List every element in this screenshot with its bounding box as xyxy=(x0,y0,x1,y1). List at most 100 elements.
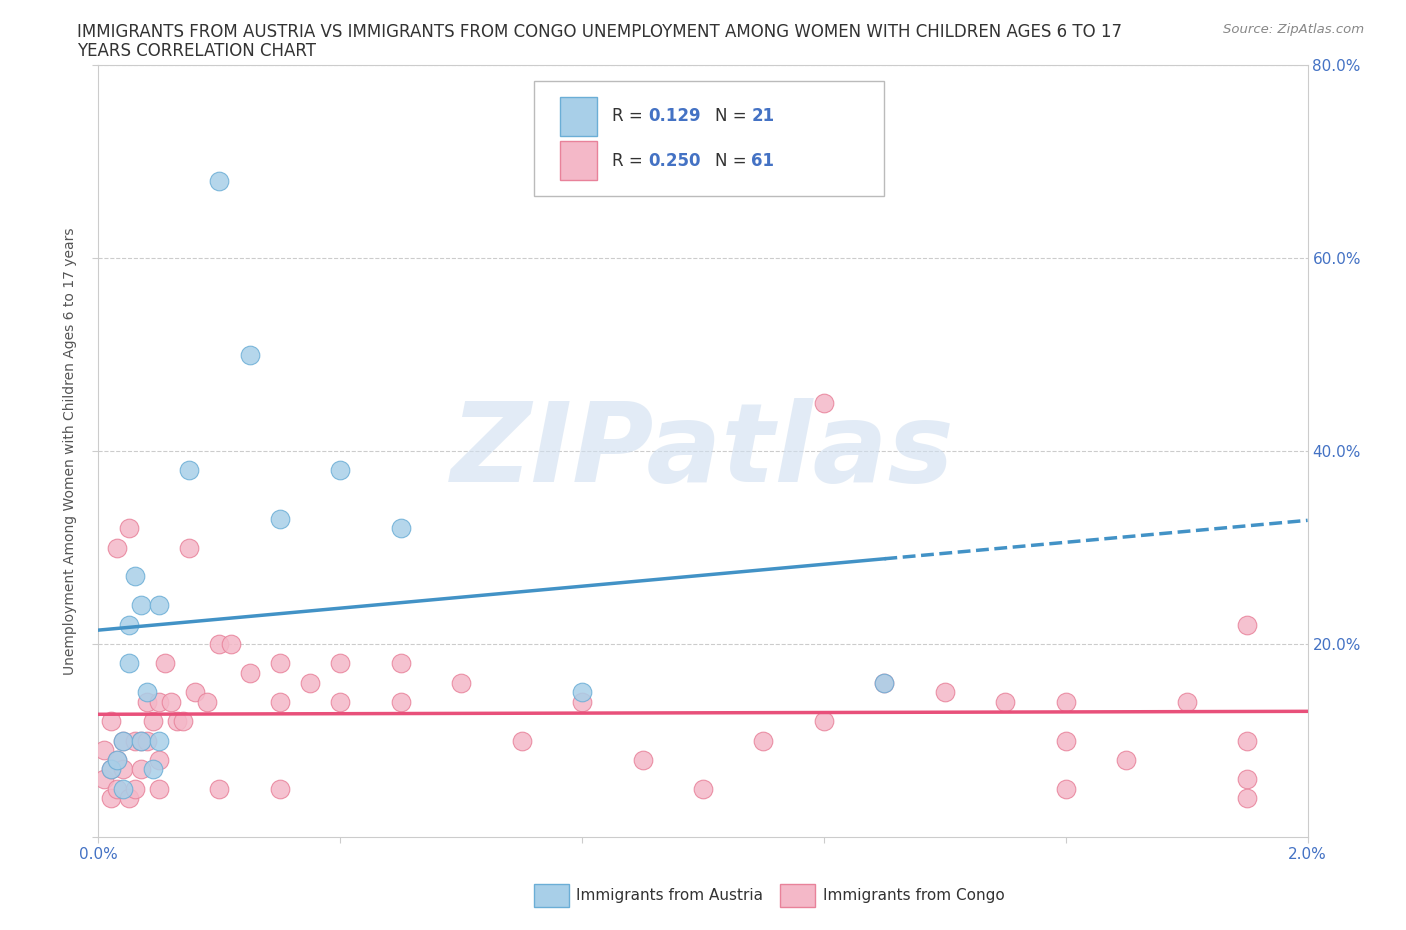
Point xyxy=(118,790,141,805)
Point xyxy=(1236,790,1258,805)
Point xyxy=(153,656,176,671)
Point xyxy=(166,714,188,729)
Point xyxy=(105,540,128,555)
Point xyxy=(813,714,835,729)
Point xyxy=(172,714,194,729)
Point xyxy=(510,733,533,748)
Point xyxy=(105,781,128,796)
Point xyxy=(148,598,170,613)
Point xyxy=(752,733,775,748)
Point xyxy=(184,684,207,699)
Text: N =: N = xyxy=(716,152,752,169)
Point xyxy=(93,772,115,787)
Text: IMMIGRANTS FROM AUSTRIA VS IMMIGRANTS FROM CONGO UNEMPLOYMENT AMONG WOMEN WITH C: IMMIGRANTS FROM AUSTRIA VS IMMIGRANTS FR… xyxy=(77,23,1122,41)
Point xyxy=(631,752,654,767)
Point xyxy=(1236,772,1258,787)
Point xyxy=(124,733,146,748)
Point xyxy=(692,781,714,796)
Point xyxy=(269,512,291,526)
Point xyxy=(179,540,201,555)
Point xyxy=(239,347,262,362)
Point xyxy=(100,714,122,729)
Point xyxy=(118,656,141,671)
FancyBboxPatch shape xyxy=(561,97,596,136)
Point xyxy=(329,463,352,478)
Point xyxy=(148,695,170,710)
Point xyxy=(129,598,152,613)
Point xyxy=(100,762,122,777)
Point xyxy=(813,395,835,410)
Point xyxy=(93,743,115,758)
Text: Source: ZipAtlas.com: Source: ZipAtlas.com xyxy=(1223,23,1364,36)
Point xyxy=(389,656,412,671)
Point xyxy=(1236,733,1258,748)
Point xyxy=(179,463,201,478)
Point xyxy=(299,675,322,690)
Point xyxy=(135,684,157,699)
Text: Immigrants from Congo: Immigrants from Congo xyxy=(823,888,1004,903)
Point xyxy=(148,733,170,748)
Point xyxy=(160,695,183,710)
Point xyxy=(100,790,122,805)
Point xyxy=(329,656,352,671)
Point xyxy=(111,733,134,748)
Point xyxy=(1236,618,1258,632)
Text: R =: R = xyxy=(613,152,648,169)
Point xyxy=(135,733,157,748)
Point xyxy=(389,521,412,536)
Point xyxy=(135,695,157,710)
Point xyxy=(124,781,146,796)
Point xyxy=(269,781,291,796)
Point xyxy=(105,752,128,767)
Point xyxy=(208,173,231,188)
Point xyxy=(129,733,152,748)
Point xyxy=(873,675,896,690)
Point xyxy=(1054,695,1077,710)
Text: Immigrants from Austria: Immigrants from Austria xyxy=(576,888,763,903)
Point xyxy=(1175,695,1198,710)
Text: 0.129: 0.129 xyxy=(648,107,702,126)
Point xyxy=(148,781,170,796)
Point xyxy=(148,752,170,767)
Point xyxy=(129,733,152,748)
Point xyxy=(1054,733,1077,748)
Point xyxy=(111,762,134,777)
Text: ZIPatlas: ZIPatlas xyxy=(451,397,955,505)
FancyBboxPatch shape xyxy=(534,81,884,196)
Point xyxy=(571,684,593,699)
Point xyxy=(118,521,141,536)
Point xyxy=(221,637,243,652)
Point xyxy=(1115,752,1137,767)
Y-axis label: Unemployment Among Women with Children Ages 6 to 17 years: Unemployment Among Women with Children A… xyxy=(63,227,77,675)
FancyBboxPatch shape xyxy=(561,141,596,179)
Point xyxy=(934,684,956,699)
Point xyxy=(100,762,122,777)
Point xyxy=(105,752,128,767)
Point xyxy=(1054,781,1077,796)
Text: 61: 61 xyxy=(751,152,775,169)
Point xyxy=(142,714,165,729)
Point xyxy=(873,675,896,690)
Point xyxy=(208,637,231,652)
Point xyxy=(195,695,218,710)
Text: 0.250: 0.250 xyxy=(648,152,702,169)
Point xyxy=(118,618,141,632)
Text: R =: R = xyxy=(613,107,648,126)
Text: YEARS CORRELATION CHART: YEARS CORRELATION CHART xyxy=(77,42,316,60)
Point xyxy=(269,656,291,671)
Point xyxy=(208,781,231,796)
Point xyxy=(239,666,262,681)
Point xyxy=(129,762,152,777)
Point xyxy=(571,695,593,710)
Point xyxy=(111,733,134,748)
Point xyxy=(329,695,352,710)
Point xyxy=(994,695,1017,710)
Point xyxy=(450,675,472,690)
Point xyxy=(269,695,291,710)
Text: N =: N = xyxy=(716,107,752,126)
Point xyxy=(124,569,146,584)
Point xyxy=(142,762,165,777)
Point xyxy=(111,781,134,796)
Text: 21: 21 xyxy=(751,107,775,126)
Point xyxy=(389,695,412,710)
